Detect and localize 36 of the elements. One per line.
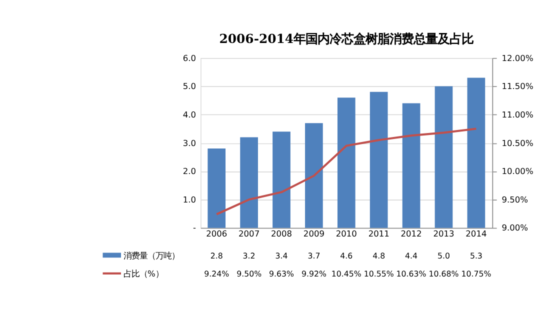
- x-tick-label: 2012: [400, 228, 422, 239]
- y2-tick-label: 11.00%: [502, 109, 534, 120]
- x-tick-label: 2011: [368, 228, 390, 239]
- x-tick-label: 2008: [270, 228, 292, 239]
- bar: [370, 92, 388, 228]
- x-tick-label: 2006: [206, 228, 228, 239]
- bar: [434, 86, 453, 228]
- x-tick-label: 2009: [303, 228, 324, 239]
- y-tick-label: 3.0: [182, 138, 196, 148]
- bar: [337, 98, 356, 228]
- bar: [305, 123, 323, 228]
- y-tick-label: 5.0: [182, 81, 196, 92]
- legend-label: 消费量（万吨）: [123, 250, 180, 260]
- bar: [402, 103, 420, 228]
- x-tick-label: 2014: [466, 228, 487, 239]
- bar: [240, 137, 258, 228]
- y-tick-label: 1.0: [182, 194, 196, 204]
- legend-label: 占比（%）: [123, 268, 164, 279]
- y2-tick-label: 11.50%: [502, 81, 534, 92]
- y2-tick-label: 9.50%: [502, 194, 528, 204]
- y2-tick-label: 10.50%: [502, 138, 534, 148]
- x-tick-label: 2013: [433, 228, 454, 239]
- y2-tick-label: 12.00%: [502, 52, 534, 63]
- y-tick-label: 2.0: [182, 166, 196, 176]
- chart-title: 2006-2014年国内冷芯盒树脂消费总量及占比: [219, 31, 474, 46]
- line-series: [216, 128, 478, 216]
- y2-tick-label: 10.00%: [502, 166, 534, 176]
- y-tick-label: 6.0: [182, 52, 196, 63]
- y-tick-label: -: [193, 222, 196, 233]
- bar: [208, 148, 226, 228]
- x-tick-label: 2007: [238, 228, 260, 239]
- y2-tick-label: 9.00%: [502, 222, 528, 233]
- y-tick-label: 4.0: [182, 109, 196, 120]
- x-tick-label: 2010: [336, 228, 357, 239]
- bar: [467, 78, 486, 228]
- bar: [272, 132, 290, 228]
